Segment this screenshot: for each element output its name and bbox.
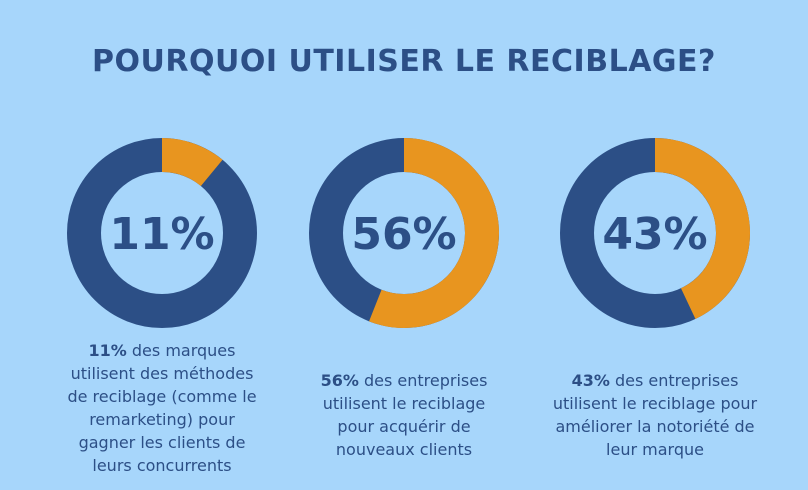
donut-segment-3 (654, 138, 750, 319)
caption-2: 56% des entreprises utilisent le recibla… (304, 369, 504, 461)
donut-chart-1: 11% (67, 138, 257, 328)
caption-2-text: des entreprises utilisent le reciblage p… (322, 371, 488, 459)
caption-1: 11% des marques utilisent des méthodes d… (62, 339, 262, 477)
caption-2-value: 56% (320, 371, 359, 390)
donut-label-1: 11% (109, 209, 214, 260)
donut-label-3: 43% (602, 209, 707, 260)
donut-chart-3: 43% (560, 138, 750, 328)
donut-segment-2 (369, 138, 499, 328)
donut-chart-2: 56% (309, 138, 499, 328)
caption-1-value: 11% (88, 341, 127, 360)
caption-3-text: des entreprises utilisent le reciblage p… (552, 371, 758, 459)
donut-label-2: 56% (351, 209, 456, 260)
caption-3: 43% des entreprises utilisent le recibla… (546, 369, 764, 461)
caption-3-value: 43% (571, 371, 610, 390)
donut-segment-1 (161, 138, 223, 187)
caption-1-text: des marques utilisent des méthodes de re… (67, 341, 257, 475)
page-title: POURQUOI UTILISER LE RECIBLAGE? (92, 44, 716, 79)
